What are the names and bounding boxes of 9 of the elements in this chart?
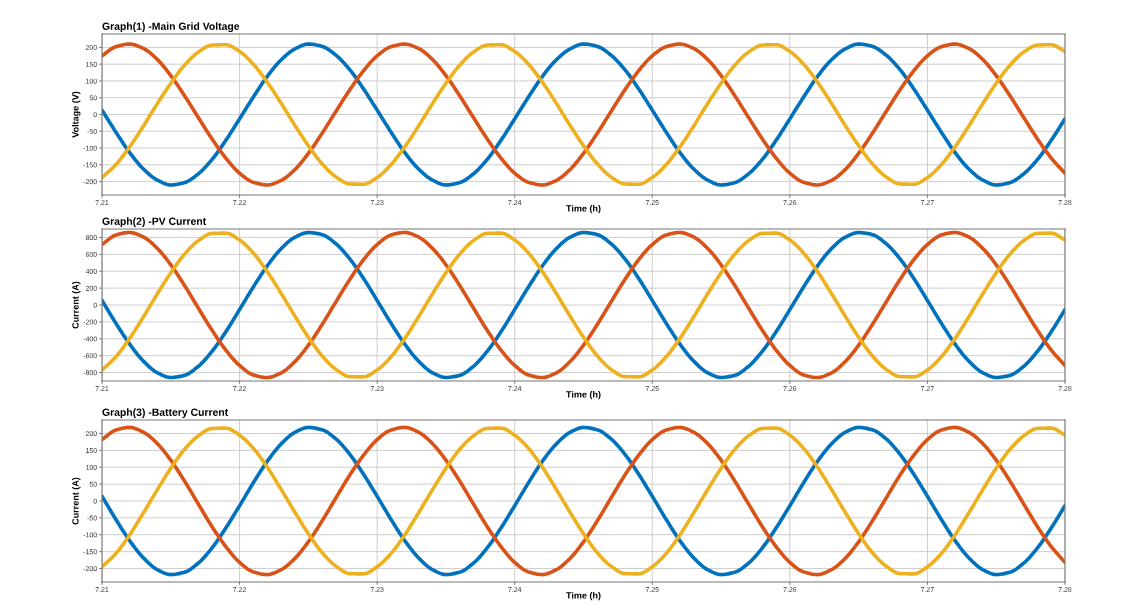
y-axis-title: Voltage (V): [72, 91, 81, 138]
y-axis-title: Current (A): [72, 281, 81, 329]
chart-title: Graph(3) -Battery Current: [102, 408, 229, 418]
x-axis-title: Time (h): [566, 591, 601, 601]
x-axis-title: Time (h): [566, 204, 601, 214]
chart-title: Graph(1) -Main Grid Voltage: [102, 22, 240, 33]
chart-title: Graph(2) -PV Current: [102, 217, 207, 227]
y-axis-title: Current (A): [72, 477, 81, 525]
x-axis-title: Time (h): [566, 390, 601, 400]
